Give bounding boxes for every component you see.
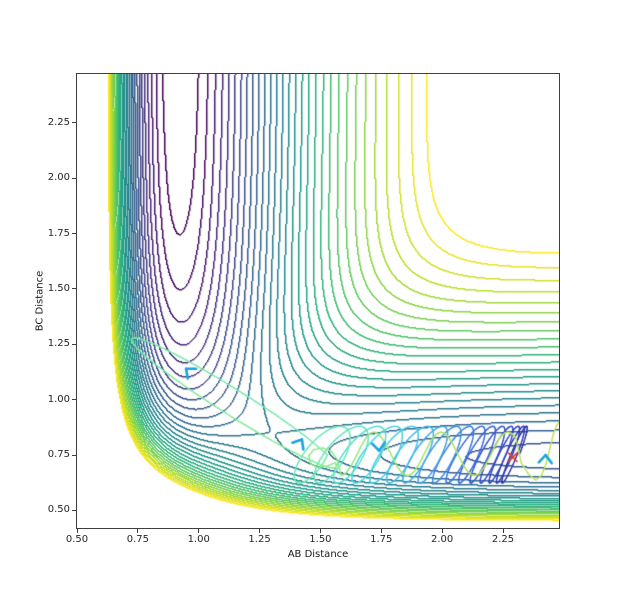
x-tick bbox=[259, 529, 261, 533]
plot-area bbox=[76, 73, 560, 529]
y-tick bbox=[72, 233, 76, 235]
y-tick bbox=[72, 454, 76, 456]
y-tick bbox=[72, 122, 76, 124]
x-tick bbox=[441, 529, 443, 533]
y-tick bbox=[72, 509, 76, 511]
x-tick bbox=[76, 529, 78, 533]
y-tick-label: 1.75 bbox=[47, 227, 70, 239]
x-tick bbox=[198, 529, 200, 533]
x-tick-label: 2.25 bbox=[491, 534, 515, 545]
x-tick-label: 1.50 bbox=[309, 534, 332, 545]
x-tick-label: 1.25 bbox=[248, 534, 271, 545]
x-tick bbox=[380, 529, 382, 533]
x-tick-label: 0.50 bbox=[65, 534, 89, 545]
y-tick-label: 1.50 bbox=[47, 282, 70, 294]
y-tick-label: 1.25 bbox=[47, 338, 70, 350]
y-tick-label: 2.25 bbox=[47, 116, 70, 128]
y-tick-label: 2.00 bbox=[47, 172, 70, 184]
y-tick-label: 0.75 bbox=[47, 449, 70, 461]
y-tick bbox=[72, 177, 76, 179]
y-tick bbox=[72, 343, 76, 345]
contour-trajectory-canvas bbox=[77, 74, 559, 528]
y-tick-label: 0.50 bbox=[47, 504, 70, 516]
x-axis-label: AB Distance bbox=[287, 549, 349, 560]
x-tick-label: 1.00 bbox=[187, 534, 210, 545]
x-tick bbox=[137, 529, 139, 533]
x-tick-label: 0.75 bbox=[126, 534, 149, 545]
y-axis-label: BC Distance bbox=[34, 270, 46, 332]
x-tick bbox=[319, 529, 321, 533]
y-tick bbox=[72, 399, 76, 401]
x-tick-label: 2.00 bbox=[431, 534, 454, 545]
x-tick-label: 1.75 bbox=[370, 534, 393, 545]
y-tick bbox=[72, 288, 76, 290]
x-tick bbox=[502, 529, 504, 533]
y-tick-label: 1.00 bbox=[47, 393, 70, 405]
